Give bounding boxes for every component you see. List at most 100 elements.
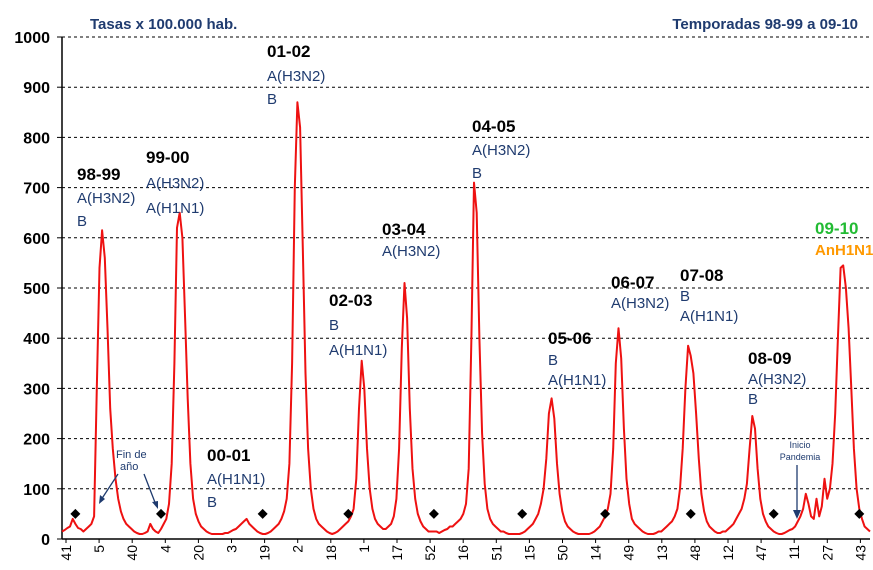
x-tick-label: 51: [488, 545, 504, 561]
x-tick-label: 40: [124, 545, 140, 561]
year-end-marker: [768, 508, 779, 519]
year-end-marker: [600, 508, 611, 519]
x-tick-label: 47: [753, 545, 769, 561]
x-tick-label: 14: [588, 545, 604, 561]
y-tick-label: 100: [23, 482, 50, 499]
year-end-marker: [854, 508, 865, 519]
x-tick-label: 43: [852, 545, 868, 561]
year-end-marker: [343, 508, 354, 519]
virus-label: A(H3N2): [472, 142, 530, 159]
virus-label: A(H3N2): [77, 190, 135, 207]
x-axis: 41 5 40 4 20 3 19 2 18 1 17 52 16 51 15 50 14 49 13 48 12 47 1…: [58, 538, 870, 561]
annotation-99-00: 99-00 A(H3N2) A(H1N1): [146, 148, 204, 217]
virus-label: AnH1N1: [815, 242, 873, 259]
y-axis: 0 100 200 300 400 500 600 700 800 900 1000: [14, 30, 63, 549]
season-label: 02-03: [329, 291, 372, 310]
virus-label: A(H1N1): [548, 372, 606, 389]
x-tick-label: 41: [58, 545, 74, 561]
y-tick-label: 500: [23, 281, 50, 298]
x-tick-label: 2: [290, 545, 306, 553]
series-line: [61, 101, 871, 535]
virus-label: A(H3N2): [382, 243, 440, 260]
season-label: 04-05: [472, 117, 515, 136]
x-tick-label: 49: [621, 545, 637, 561]
season-label: 03-04: [382, 220, 426, 239]
virus-label: A(H3N2): [267, 68, 325, 85]
season-label: 05-06: [548, 329, 591, 348]
season-label: 08-09: [748, 349, 791, 368]
arrow-head: [793, 510, 801, 519]
annotation-08-09: 08-09 A(H3N2) B: [748, 349, 806, 408]
virus-label: A(H3N2): [611, 295, 669, 312]
virus-label: B: [207, 494, 217, 511]
x-tick-label: 20: [190, 545, 206, 561]
virus-label: A(H3N2): [146, 175, 204, 192]
virus-label: B: [329, 317, 339, 334]
note-arrow: [143, 473, 157, 506]
chart-title: Tasas x 100.000 hab.: [90, 16, 237, 33]
x-tick-label: 5: [91, 545, 107, 553]
year-end-markers: [70, 508, 865, 519]
note-line: Fin de: [116, 449, 147, 461]
y-tick-label: 1000: [14, 30, 50, 47]
virus-label: A(H1N1): [207, 471, 265, 488]
annotation-03-04: 03-04 A(H3N2): [382, 220, 440, 260]
y-tick-label: 0: [41, 532, 50, 549]
annotation-98-99: 98-99 A(H3N2) B: [77, 165, 135, 230]
virus-label: B: [748, 391, 758, 408]
pandemic-note: Inicio Pandemia: [780, 440, 820, 519]
virus-label: B: [548, 352, 558, 369]
y-tick-label: 700: [23, 181, 50, 198]
note-line: Inicio: [789, 440, 810, 450]
season-label: 98-99: [77, 165, 120, 184]
note-arrow: [100, 473, 119, 501]
y-tick-label: 200: [23, 432, 50, 449]
virus-label: A(H3N2): [748, 371, 806, 388]
x-tick-label: 11: [786, 545, 802, 560]
year-end-marker: [517, 508, 528, 519]
x-tick-label: 13: [654, 545, 670, 561]
annotation-04-05: 04-05 A(H3N2) B: [472, 117, 530, 182]
arrow-head: [152, 501, 158, 509]
x-tick-label: 12: [720, 545, 736, 561]
annotation-07-08: 07-08 B A(H1N1): [680, 266, 738, 325]
year-end-marker: [428, 508, 439, 519]
season-label: 06-07: [611, 273, 654, 292]
virus-label: B: [267, 91, 277, 108]
x-tick-label: 17: [389, 545, 405, 561]
season-label: 00-01: [207, 446, 250, 465]
annotation-01-02: 01-02 A(H3N2) B: [267, 42, 325, 108]
x-tick-label: 4: [157, 545, 173, 553]
arrow-head: [99, 495, 105, 504]
x-tick-label: 50: [555, 545, 571, 561]
year-end-marker: [155, 508, 166, 519]
x-tick-label: 3: [224, 545, 240, 553]
annotation-00-01: 00-01 A(H1N1) B: [207, 446, 265, 511]
y-tick-label: 900: [23, 80, 50, 97]
year-end-marker: [257, 508, 268, 519]
chart-subtitle: Temporadas 98-99 a 09-10: [672, 16, 858, 33]
x-tick-label: 52: [422, 545, 438, 561]
y-tick-label: 800: [23, 130, 50, 147]
season-label: 07-08: [680, 266, 723, 285]
gridlines: [62, 36, 870, 490]
year-end-marker: [70, 508, 81, 519]
y-tick-label: 600: [23, 231, 50, 248]
x-tick-label: 19: [257, 545, 273, 561]
annotation-02-03: 02-03 B A(H1N1): [329, 291, 387, 359]
virus-label: B: [77, 213, 87, 230]
season-label: 09-10: [815, 219, 858, 238]
note-line: año: [120, 461, 138, 473]
annotation-06-07: 06-07 A(H3N2): [611, 273, 669, 312]
year-end-note: Fin de año: [99, 449, 158, 509]
virus-label: A(H1N1): [680, 308, 738, 325]
virus-label: B: [472, 165, 482, 182]
x-tick-label: 1: [356, 545, 372, 553]
virus-label: A(H1N1): [146, 200, 204, 217]
virus-label: A(H1N1): [329, 342, 387, 359]
series-layer: [61, 101, 871, 535]
annotation-09-10: 09-10 AnH1N1: [815, 219, 873, 259]
season-label: 99-00: [146, 148, 189, 167]
x-tick-label: 15: [521, 545, 537, 561]
